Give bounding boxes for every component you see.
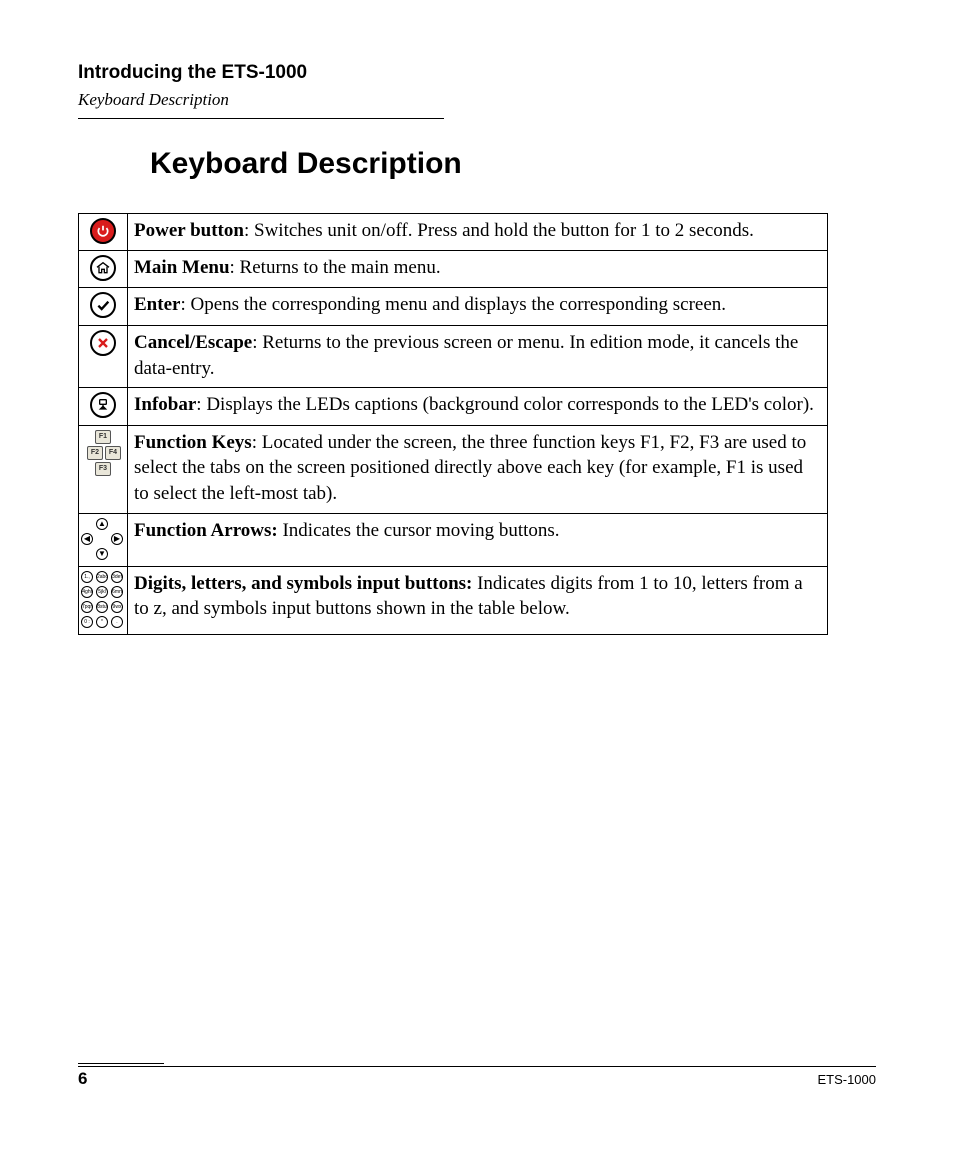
icon-cell-power bbox=[79, 214, 128, 251]
table-row: ▲ ◀ ▶ ▼ Function Arrows: Indicates the cu… bbox=[79, 513, 828, 566]
key-desc: : Switches unit on/off. Press and hold t… bbox=[244, 220, 754, 241]
function-keys-icon: F1 F2 F4 F3 bbox=[81, 430, 125, 476]
arrow-left-icon: ◀ bbox=[81, 533, 93, 545]
page-root: Introducing the ETS-1000 Keyboard Descri… bbox=[0, 0, 954, 1159]
f3-key-icon: F3 bbox=[95, 462, 111, 476]
keypad-key-icon: 6mn bbox=[111, 586, 123, 598]
key-desc: : Opens the corresponding menu and displ… bbox=[180, 294, 726, 315]
desc-cell: Power button: Switches unit on/off. Pres… bbox=[128, 214, 828, 251]
table-row: 1., 2abc 3def 4ghi 5jkl 6mn 7pqr 8stu 9w… bbox=[79, 566, 828, 634]
page-title: Keyboard Description bbox=[150, 147, 876, 181]
key-name: Infobar bbox=[134, 394, 196, 415]
header-rule bbox=[78, 118, 444, 119]
keypad-key-icon: 9wx bbox=[111, 601, 123, 613]
table-row: Main Menu: Returns to the main menu. bbox=[79, 250, 828, 288]
key-name: Function Arrows: bbox=[134, 520, 278, 541]
icon-cell-home bbox=[79, 250, 128, 288]
keypad-key-icon: * bbox=[96, 616, 108, 628]
keypad-key-icon: 4ghi bbox=[81, 586, 93, 598]
check-icon bbox=[90, 292, 116, 318]
page-number: 6 bbox=[78, 1069, 87, 1089]
key-name: Main Menu bbox=[134, 257, 230, 278]
desc-cell: Function Arrows: Indicates the cursor mo… bbox=[128, 513, 828, 566]
keypad-key-icon: 5jkl bbox=[96, 586, 108, 598]
key-desc: : Displays the LEDs captions (background… bbox=[196, 394, 814, 415]
key-name: Enter bbox=[134, 294, 180, 315]
home-icon bbox=[90, 255, 116, 281]
desc-cell: Cancel/Escape: Returns to the previous s… bbox=[128, 325, 828, 387]
power-icon bbox=[90, 218, 116, 244]
keyboard-table: Power button: Switches unit on/off. Pres… bbox=[78, 213, 828, 635]
f4-key-icon: F4 bbox=[105, 446, 121, 460]
icon-cell-infobar bbox=[79, 388, 128, 426]
keypad-key-icon: 0 : bbox=[81, 616, 93, 628]
table-row: Power button: Switches unit on/off. Pres… bbox=[79, 214, 828, 251]
arrow-up-icon: ▲ bbox=[96, 518, 108, 530]
key-desc: : Returns to the main menu. bbox=[230, 257, 441, 278]
key-name: Cancel/Escape bbox=[134, 332, 252, 353]
key-name: Function Keys bbox=[134, 432, 252, 453]
keypad-key-icon: 2abc bbox=[96, 571, 108, 583]
desc-cell: Function Keys: Located under the screen,… bbox=[128, 425, 828, 513]
icon-cell-fkeys: F1 F2 F4 F3 bbox=[79, 425, 128, 513]
icon-cell-enter bbox=[79, 288, 128, 326]
infobar-icon bbox=[90, 392, 116, 418]
keypad-key-icon: 8stu bbox=[96, 601, 108, 613]
keypad-key-icon: 7pqr bbox=[81, 601, 93, 613]
icon-cell-digits: 1., 2abc 3def 4ghi 5jkl 6mn 7pqr 8stu 9w… bbox=[79, 566, 128, 634]
header-section: Keyboard Description bbox=[78, 90, 876, 110]
table-row: Infobar: Displays the LEDs captions (bac… bbox=[79, 388, 828, 426]
desc-cell: Main Menu: Returns to the main menu. bbox=[128, 250, 828, 288]
desc-cell: Infobar: Displays the LEDs captions (bac… bbox=[128, 388, 828, 426]
table-row: Enter: Opens the corresponding menu and … bbox=[79, 288, 828, 326]
arrow-keys-icon: ▲ ◀ ▶ ▼ bbox=[81, 518, 125, 562]
table-row: Cancel/Escape: Returns to the previous s… bbox=[79, 325, 828, 387]
table-row: F1 F2 F4 F3 Function Keys: Located under… bbox=[79, 425, 828, 513]
arrow-down-icon: ▼ bbox=[96, 548, 108, 560]
f1-key-icon: F1 bbox=[95, 430, 111, 444]
keypad-icon: 1., 2abc 3def 4ghi 5jkl 6mn 7pqr 8stu 9w… bbox=[81, 571, 125, 630]
arrow-right-icon: ▶ bbox=[111, 533, 123, 545]
keypad-key-icon: 1., bbox=[81, 571, 93, 583]
icon-cell-cancel bbox=[79, 325, 128, 387]
key-name: Digits, letters, and symbols input butto… bbox=[134, 573, 472, 594]
desc-cell: Enter: Opens the corresponding menu and … bbox=[128, 288, 828, 326]
cancel-icon bbox=[90, 330, 116, 356]
footer-model: ETS-1000 bbox=[817, 1072, 876, 1087]
header-chapter: Introducing the ETS-1000 bbox=[78, 62, 876, 84]
page-footer: 6 ETS-1000 bbox=[78, 1063, 876, 1089]
keypad-key-icon: 3def bbox=[111, 571, 123, 583]
desc-cell: Digits, letters, and symbols input butto… bbox=[128, 566, 828, 634]
keypad-key-icon: . bbox=[111, 616, 123, 628]
f2-key-icon: F2 bbox=[87, 446, 103, 460]
icon-cell-arrows: ▲ ◀ ▶ ▼ bbox=[79, 513, 128, 566]
key-desc: Indicates the cursor moving buttons. bbox=[278, 520, 560, 541]
key-name: Power button bbox=[134, 220, 244, 241]
footer-rule-short bbox=[78, 1063, 164, 1064]
